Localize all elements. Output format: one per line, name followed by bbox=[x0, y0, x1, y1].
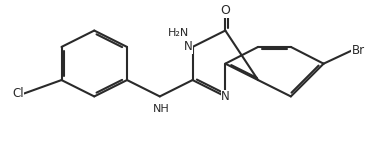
Text: NH: NH bbox=[153, 104, 170, 115]
Text: N: N bbox=[221, 90, 230, 103]
Text: N: N bbox=[184, 40, 193, 53]
Text: Br: Br bbox=[352, 44, 365, 57]
Text: Cl: Cl bbox=[12, 87, 24, 100]
Text: H₂N: H₂N bbox=[168, 28, 189, 38]
Text: O: O bbox=[220, 4, 230, 17]
